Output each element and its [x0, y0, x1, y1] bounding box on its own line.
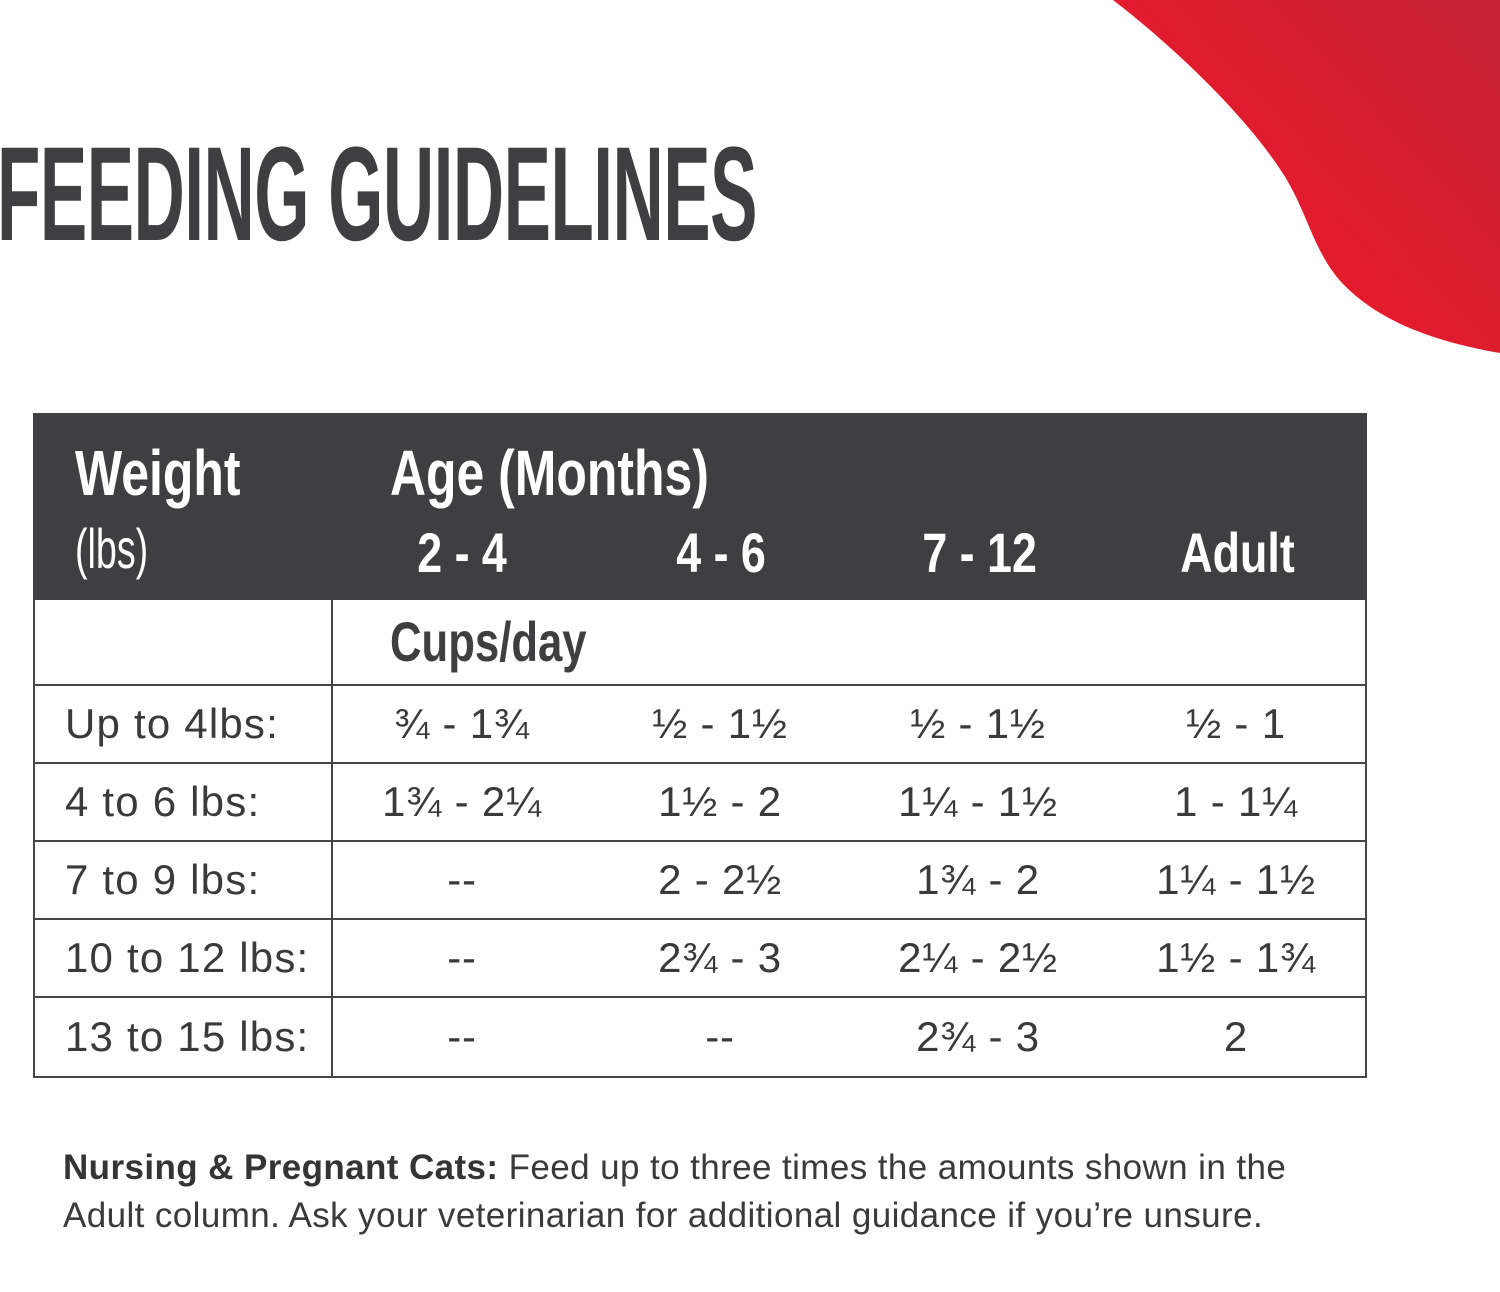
value-cell: --	[447, 856, 477, 903]
table-row: 13 to 15 lbs: -- -- 2¾ - 3 2	[35, 998, 1365, 1076]
value-cell: 1¼ - 1½	[898, 778, 1058, 825]
weight-header-cell: Weight (lbs)	[33, 413, 333, 600]
page-title-text: FEEDING GUIDELINES	[0, 120, 757, 269]
weight-cell: 4 to 6 lbs:	[35, 764, 333, 840]
value-cell: 1½ - 1¾	[1156, 934, 1316, 981]
value-cell: 1¼ - 1½	[1156, 856, 1316, 903]
weight-cell: Up to 4lbs:	[35, 686, 333, 762]
units-cell: Cups/day	[333, 600, 1365, 684]
value-cell: --	[705, 1013, 735, 1060]
table-row: Up to 4lbs: ¾ - 1¾ ½ - 1½ ½ - 1½ ½ - 1	[35, 686, 1365, 764]
units-label: Cups/day	[390, 610, 587, 673]
value-cell: 1¾ - 2	[916, 856, 1040, 903]
value-cell: 2 - 2½	[658, 856, 782, 903]
weight-unit-label: (lbs)	[75, 517, 149, 580]
value-cell: --	[447, 1013, 477, 1060]
note-label: Nursing & Pregnant Cats:	[63, 1148, 499, 1187]
note-text: Feed up to three times the amounts shown…	[63, 1148, 1287, 1235]
value-cell: 2¾ - 3	[916, 1013, 1040, 1060]
weight-header-label: Weight	[75, 437, 241, 509]
value-cell: 1 - 1¼	[1174, 778, 1298, 825]
units-row-empty-cell	[35, 600, 333, 684]
value-cell: 2¼ - 2½	[898, 934, 1058, 981]
table-header: Weight (lbs) Age (Months) 2 - 4 4 - 6 7 …	[33, 413, 1367, 600]
value-cell: 2	[1223, 1013, 1249, 1060]
column-header-7-12: 7 - 12	[921, 521, 1037, 584]
table-row: 10 to 12 lbs: -- 2¾ - 3 2¼ - 2½ 1½ - 1¾	[35, 920, 1365, 998]
units-row: Cups/day	[35, 600, 1365, 686]
nursing-pregnant-note: Nursing & Pregnant Cats: Feed up to thre…	[63, 1144, 1368, 1239]
column-header-2-4: 2 - 4	[417, 521, 508, 584]
weight-cell: 13 to 15 lbs:	[35, 998, 333, 1076]
table-body: Cups/day Up to 4lbs: ¾ - 1¾ ½ - 1½ ½ - 1…	[33, 600, 1367, 1078]
age-column-headers: 2 - 4 4 - 6 7 - 12 Adult	[333, 525, 1367, 581]
value-cell: 1½ - 2	[658, 778, 782, 825]
table-row: 7 to 9 lbs: -- 2 - 2½ 1¾ - 2 1¼ - 1½	[35, 842, 1365, 920]
value-cell: ½ - 1½	[910, 700, 1046, 747]
column-header-adult: Adult	[1180, 521, 1295, 584]
value-cell: ½ - 1	[1186, 700, 1286, 747]
age-header-cell: Age (Months) 2 - 4 4 - 6 7 - 12 Adult	[333, 413, 1367, 600]
column-header-4-6: 4 - 6	[675, 521, 766, 584]
table-row: 4 to 6 lbs: 1¾ - 2¼ 1½ - 2 1¼ - 1½ 1 - 1…	[35, 764, 1365, 842]
value-cell: --	[447, 934, 477, 981]
age-header-label: Age (Months)	[390, 437, 709, 509]
page-title: FEEDING GUIDELINES	[0, 128, 1431, 262]
weight-cell: 7 to 9 lbs:	[35, 842, 333, 918]
value-cell: 1¾ - 2¼	[382, 778, 542, 825]
weight-cell: 10 to 12 lbs:	[35, 920, 333, 996]
value-cell: 2¾ - 3	[658, 934, 782, 981]
feeding-table: Weight (lbs) Age (Months) 2 - 4 4 - 6 7 …	[33, 413, 1367, 1078]
value-cell: ½ - 1½	[652, 700, 788, 747]
value-cell: ¾ - 1¾	[394, 700, 530, 747]
